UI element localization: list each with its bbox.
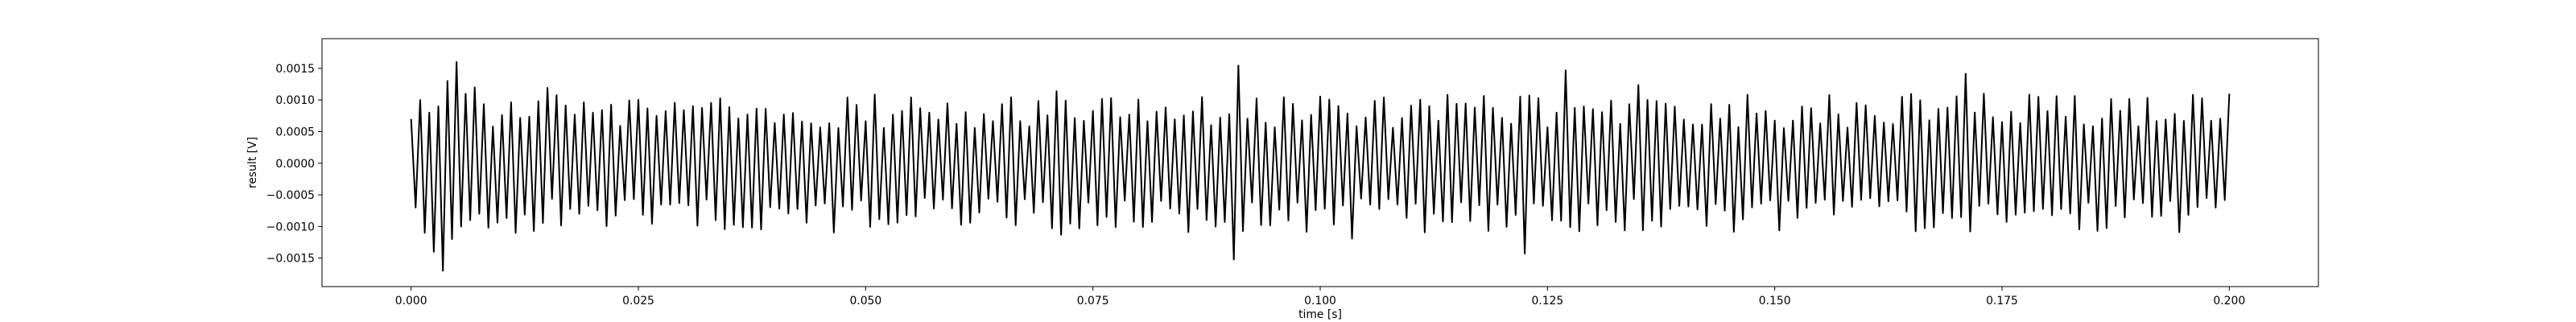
x-axis-ticks: 0.000 0.025 0.050 0.075 0.100 0.125 0.150 0.175… bbox=[395, 287, 2245, 308]
y-tick-label: −0.0015 bbox=[266, 253, 315, 266]
x-tick-label: 0.025 bbox=[622, 295, 654, 308]
y-tick-label: 0.0015 bbox=[275, 63, 315, 76]
y-tick-label: 0.0005 bbox=[275, 126, 315, 139]
x-tick-label: 0.050 bbox=[849, 295, 881, 308]
x-tick-label: 0.000 bbox=[395, 295, 427, 308]
x-tick-label: 0.200 bbox=[2213, 295, 2245, 308]
x-tick-label: 0.150 bbox=[1759, 295, 1791, 308]
x-tick-label: 0.075 bbox=[1077, 295, 1109, 308]
x-tick-label: 0.175 bbox=[1986, 295, 2018, 308]
x-tick-label: 0.100 bbox=[1304, 295, 1336, 308]
y-axis-label: result [V] bbox=[246, 137, 259, 188]
series-layer bbox=[410, 61, 2231, 272]
y-tick-label: 0.0010 bbox=[275, 94, 315, 107]
y-tick-label: 0.0000 bbox=[275, 158, 315, 171]
x-axis-label: time [s] bbox=[1298, 308, 1342, 321]
x-tick-label: 0.125 bbox=[1531, 295, 1563, 308]
y-axis-ticks: −0.0015 −0.0010 −0.0005 0.0000 0.0005 0.0010 0… bbox=[266, 63, 322, 266]
y-tick-label: −0.0005 bbox=[266, 189, 315, 202]
series-line bbox=[410, 61, 2231, 272]
y-tick-label: −0.0010 bbox=[266, 221, 315, 233]
